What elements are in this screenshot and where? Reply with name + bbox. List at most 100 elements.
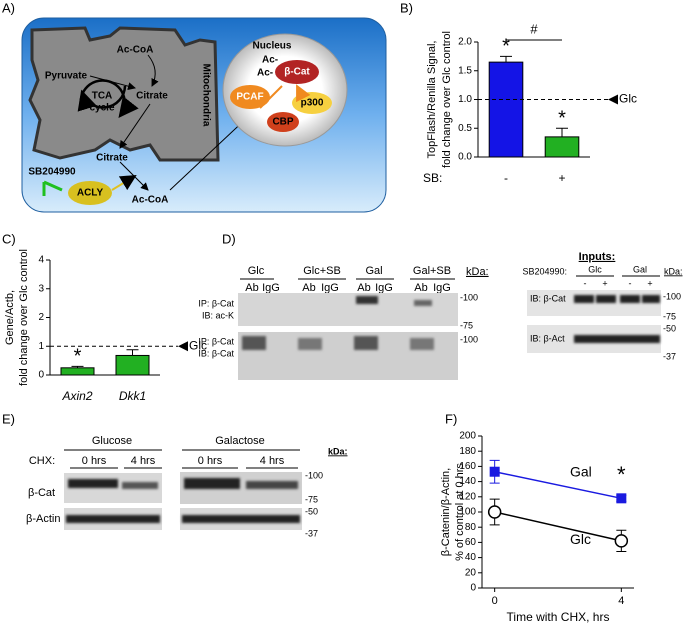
band <box>596 295 616 303</box>
bar <box>60 367 95 376</box>
kda: -37 <box>305 528 318 538</box>
band <box>242 336 266 350</box>
y-tick-label: 1.0 <box>458 94 472 105</box>
band <box>354 336 378 350</box>
label: PCAF <box>236 92 263 103</box>
kda: -100 <box>305 470 323 480</box>
panel-label: A) <box>2 0 15 15</box>
band <box>620 295 640 303</box>
y-tick-label: 1.5 <box>458 65 472 76</box>
error-bar <box>71 365 84 368</box>
y-tick-label: 140 <box>459 476 476 487</box>
y-tick-label: 3 <box>38 283 44 294</box>
band <box>68 479 118 488</box>
treatment: SB204990: <box>522 266 567 276</box>
marker <box>487 505 502 519</box>
y-tick-label: 0.0 <box>458 152 472 163</box>
x-tick-label: 4 <box>618 595 624 607</box>
label: SB204990 <box>28 167 76 178</box>
lane-label: Gal+SB <box>413 265 451 277</box>
label: Pyruvate <box>45 71 88 82</box>
y-axis-label: TopFlash/Renilla Signal, <box>426 40 438 158</box>
label: Ac- <box>257 68 273 79</box>
kda-header: kDa: <box>664 266 683 276</box>
y-tick-label: 0.5 <box>458 123 472 134</box>
band <box>298 338 322 350</box>
kda-header: kDa: <box>466 266 489 278</box>
diagram: Mitochondria Ac-CoA Pyruvate TCA cycle C… <box>21 17 387 213</box>
kda: -75 <box>305 494 318 504</box>
underline <box>64 449 300 469</box>
label: CBP <box>272 117 293 128</box>
y-tick-label: 160 <box>459 461 476 472</box>
blot-d: Glc Glc+SB Gal Gal+SB Ab IgG Ab IgG Ab I… <box>198 265 489 380</box>
row-label: IB: β-Act <box>530 333 565 343</box>
blot-e: Glucose Galactose CHX: 0 hrs 4 hrs 0 hrs… <box>26 435 348 538</box>
y-tick-label: 4 <box>38 255 44 266</box>
kda: -100 <box>460 292 478 302</box>
sub-lane: + <box>647 278 652 288</box>
label: β-Cat <box>284 67 310 78</box>
sub-lane: - <box>629 278 632 288</box>
label: p300 <box>301 98 324 109</box>
kda: -37 <box>663 351 676 361</box>
row-label: β-Cat <box>28 487 55 499</box>
row-label: IB: ac-K <box>202 310 234 320</box>
band <box>122 482 158 489</box>
x-tick-label: 0 <box>492 595 498 607</box>
error-bar <box>556 127 568 137</box>
arrow <box>89 75 136 91</box>
label: ACLY <box>77 188 104 199</box>
sub-lane: Ab <box>245 282 258 294</box>
sub-lane: IgG <box>433 282 451 294</box>
pcaf <box>230 85 270 109</box>
row-label: IB: β-Cat <box>530 293 566 303</box>
label: Nucleus <box>253 41 292 52</box>
marker <box>489 466 500 477</box>
cbp <box>267 112 299 132</box>
group-label: Glucose <box>92 435 132 447</box>
panel-label: B) <box>400 0 413 15</box>
band <box>246 481 298 489</box>
band <box>66 515 160 523</box>
band <box>356 296 378 304</box>
lane-label: 0 hrs <box>198 455 223 467</box>
row-label: IP: β-Cat <box>198 336 234 346</box>
row-label: IB: β-Cat <box>198 348 234 358</box>
x-tick-label: Dkk1 <box>119 389 146 403</box>
sub-lane: + <box>602 278 607 288</box>
band <box>414 300 432 306</box>
label: Ac- <box>262 55 278 66</box>
y-tick-label: 100 <box>459 507 476 518</box>
y-tick-label: 80 <box>465 522 477 533</box>
lane-label: Glc <box>588 264 602 274</box>
annotation: * <box>617 462 626 487</box>
band <box>574 295 594 303</box>
label: Citrate <box>136 91 168 102</box>
lane-label: Gal <box>633 264 647 274</box>
x-tick-label: Axin2 <box>61 389 92 403</box>
x-tick-label: - <box>504 171 508 185</box>
label: TCA <box>92 91 113 102</box>
y-axis-label: fold change over Glc control <box>441 31 453 168</box>
sub-lane: Ab <box>414 282 427 294</box>
lane-label: Glc+SB <box>303 265 341 277</box>
arrow <box>169 114 251 191</box>
lane-label: 4 hrs <box>260 455 285 467</box>
cycle-arrow <box>77 85 127 112</box>
panel-label: D) <box>222 231 236 246</box>
reference-arrow <box>608 94 618 105</box>
reference-arrow <box>178 341 188 352</box>
y-axis-label: fold change over Glc control <box>18 249 30 386</box>
inhibit <box>42 180 63 196</box>
annotation: * <box>74 346 82 368</box>
arrow <box>147 54 159 87</box>
y-tick-label: 200 <box>459 431 476 442</box>
y-axis-label: % of control at 0 hrs <box>454 463 466 561</box>
sub-lane: IgG <box>375 282 393 294</box>
panel-label: E) <box>2 411 15 426</box>
comparison-label: # <box>530 21 538 36</box>
arrow <box>111 174 137 191</box>
y-axis-label: β-Catenin/β-Actin, <box>440 468 452 556</box>
lane-label: Gal <box>365 265 382 277</box>
